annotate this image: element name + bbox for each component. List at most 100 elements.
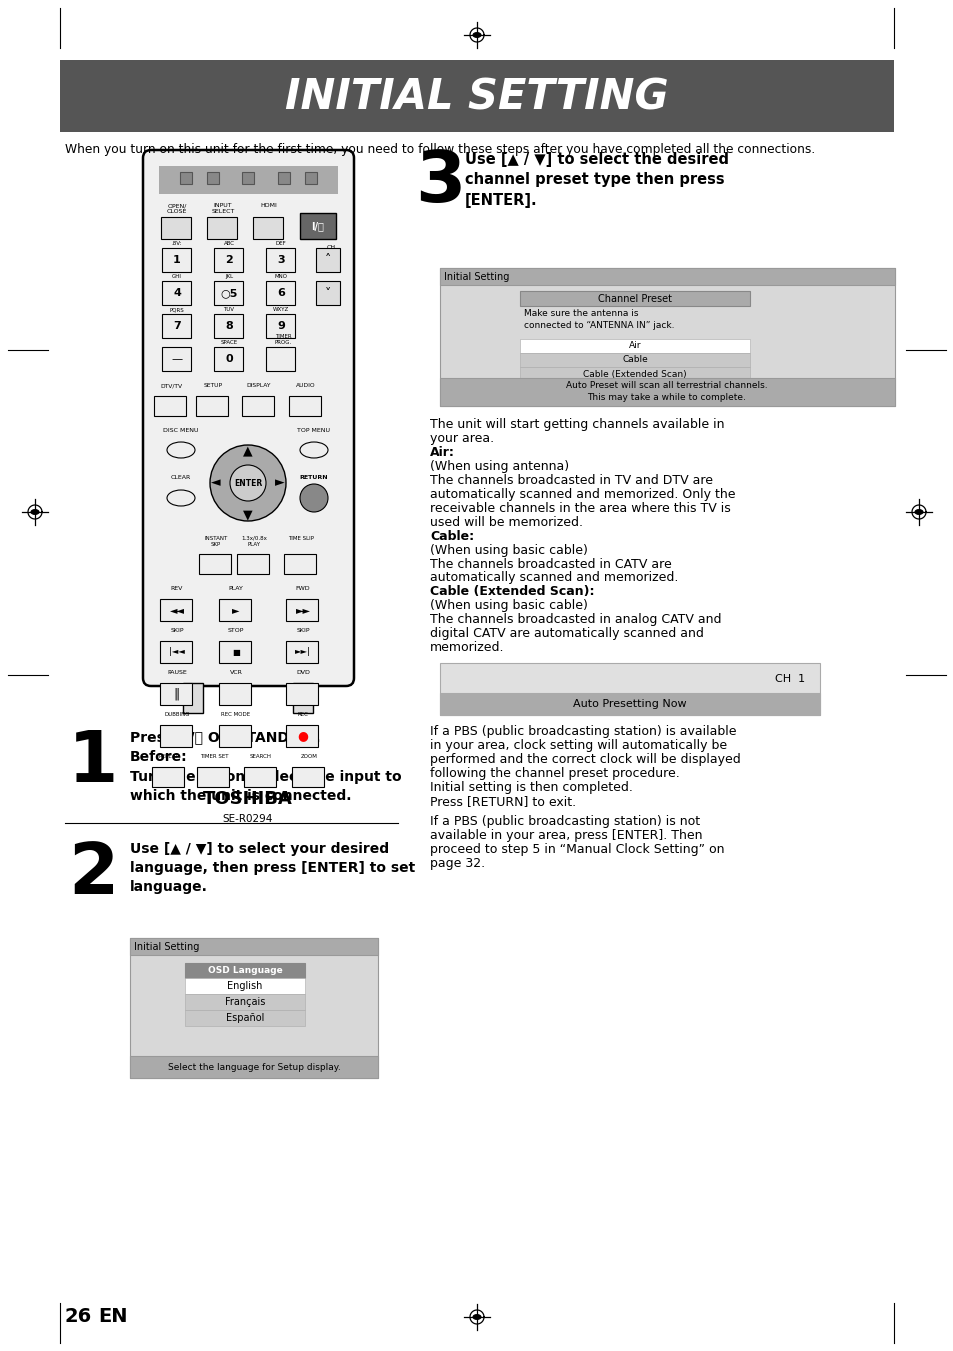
Text: automatically scanned and memorized.: automatically scanned and memorized. <box>430 571 678 585</box>
Text: EN: EN <box>98 1306 128 1325</box>
Bar <box>266 249 294 272</box>
Bar <box>213 313 243 338</box>
Bar <box>286 640 317 663</box>
Text: —: — <box>172 354 182 363</box>
Bar <box>180 172 192 184</box>
Text: SKIP: SKIP <box>170 628 184 634</box>
Text: 0: 0 <box>225 354 233 363</box>
Circle shape <box>299 484 328 512</box>
Text: .8V:: .8V: <box>172 240 182 246</box>
Bar <box>299 213 335 239</box>
Bar <box>185 1011 305 1025</box>
Bar <box>289 396 320 416</box>
Text: Press [RETURN] to exit.: Press [RETURN] to exit. <box>430 794 576 808</box>
Text: RETURN: RETURN <box>299 476 328 480</box>
Bar <box>213 281 243 305</box>
Text: WXYZ: WXYZ <box>273 307 289 312</box>
Text: ▲: ▲ <box>243 444 253 458</box>
Bar <box>219 725 251 747</box>
Text: If a PBS (public broadcasting station) is available: If a PBS (public broadcasting station) i… <box>430 725 736 738</box>
Text: ABC: ABC <box>223 240 234 246</box>
Text: SKIP: SKIP <box>296 628 310 634</box>
Bar <box>439 267 894 285</box>
Text: memorized.: memorized. <box>430 642 504 654</box>
Text: Make sure the antenna is
connected to “ANTENNA IN” jack.: Make sure the antenna is connected to “A… <box>523 309 674 330</box>
Text: AUDIO: AUDIO <box>295 382 315 388</box>
Text: HDMI: HDMI <box>260 203 277 208</box>
Text: Cable: Cable <box>621 355 647 365</box>
Text: 6: 6 <box>276 288 285 299</box>
Text: STOP: STOP <box>228 628 244 634</box>
Text: English: English <box>227 981 262 992</box>
Bar <box>130 938 377 955</box>
Text: If a PBS (public broadcasting station) is not: If a PBS (public broadcasting station) i… <box>430 815 700 828</box>
Ellipse shape <box>167 442 194 458</box>
Text: ■: ■ <box>232 647 240 657</box>
Bar <box>439 378 894 407</box>
Text: Press [I/⎐ ON/STANDBY].: Press [I/⎐ ON/STANDBY]. <box>130 730 320 744</box>
Text: Use [▲ / ▼] to select the desired
channel preset type then press
[ENTER].: Use [▲ / ▼] to select the desired channe… <box>464 153 728 208</box>
Text: Cable (Extended Scan): Cable (Extended Scan) <box>582 370 686 378</box>
Text: TIME SLIP: TIME SLIP <box>288 536 314 540</box>
Text: Channel Preset: Channel Preset <box>598 293 671 304</box>
Text: 26: 26 <box>65 1306 92 1325</box>
Text: MNO: MNO <box>274 274 287 280</box>
Text: ○5: ○5 <box>220 288 237 299</box>
Bar <box>213 347 243 372</box>
Text: 2: 2 <box>225 255 233 265</box>
Bar <box>161 218 191 239</box>
Bar <box>160 598 192 621</box>
Bar <box>277 172 290 184</box>
Text: JKL: JKL <box>225 274 233 280</box>
Text: OPEN/
CLOSE: OPEN/ CLOSE <box>167 203 187 213</box>
Text: SPACE: SPACE <box>220 340 237 345</box>
Bar <box>286 725 317 747</box>
Text: ►: ► <box>232 605 239 615</box>
Text: I/⎐: I/⎐ <box>312 222 324 231</box>
Ellipse shape <box>473 1315 480 1320</box>
Text: 2: 2 <box>68 840 118 909</box>
Bar <box>152 767 184 788</box>
Text: proceed to step 5 in “Manual Clock Setting” on: proceed to step 5 in “Manual Clock Setti… <box>430 843 723 855</box>
Text: receivable channels in the area where this TV is: receivable channels in the area where th… <box>430 501 730 515</box>
Text: ˄: ˄ <box>325 254 331 266</box>
Bar <box>293 684 313 713</box>
Ellipse shape <box>914 509 922 515</box>
Text: CLEAR: CLEAR <box>171 476 191 480</box>
Text: PAUSE: PAUSE <box>167 670 187 676</box>
Bar <box>244 767 275 788</box>
Text: ►: ► <box>274 477 285 489</box>
Text: DUBBING: DUBBING <box>164 712 190 717</box>
Text: (When using antenna): (When using antenna) <box>430 459 569 473</box>
Bar <box>159 166 337 195</box>
Text: (When using basic cable): (When using basic cable) <box>430 600 587 612</box>
Bar <box>519 353 749 367</box>
Bar <box>439 267 894 407</box>
Text: automatically scanned and memorized. Only the: automatically scanned and memorized. Onl… <box>430 488 735 501</box>
Text: PLAY: PLAY <box>229 586 243 590</box>
Text: ◄◄: ◄◄ <box>170 605 184 615</box>
Bar <box>242 172 254 184</box>
Bar <box>439 693 820 715</box>
Text: 9: 9 <box>276 322 285 331</box>
Bar <box>185 994 305 1011</box>
Bar <box>162 249 191 272</box>
Bar <box>292 767 324 788</box>
Text: DVD: DVD <box>295 670 310 676</box>
Text: TIMER
PROG.: TIMER PROG. <box>274 334 292 345</box>
Bar <box>286 598 317 621</box>
Bar <box>196 767 229 788</box>
Text: |◄◄: |◄◄ <box>169 647 185 657</box>
Text: DISPLAY: DISPLAY <box>247 382 271 388</box>
Text: 7: 7 <box>172 322 181 331</box>
Text: available in your area, press [ENTER]. Then: available in your area, press [ENTER]. T… <box>430 828 701 842</box>
Text: 1.3x/0.8x
PLAY: 1.3x/0.8x PLAY <box>241 536 267 547</box>
Text: Before:
Turn the TV on. Select the input to
which the unit is connected.: Before: Turn the TV on. Select the input… <box>130 750 401 802</box>
Bar <box>160 640 192 663</box>
Bar <box>519 290 749 305</box>
Bar <box>219 640 251 663</box>
Text: used will be memorized.: used will be memorized. <box>430 516 582 528</box>
Text: FWD: FWD <box>295 586 310 590</box>
Text: following the channel preset procedure.: following the channel preset procedure. <box>430 767 679 780</box>
Text: Cable (Extended Scan):: Cable (Extended Scan): <box>430 585 594 598</box>
